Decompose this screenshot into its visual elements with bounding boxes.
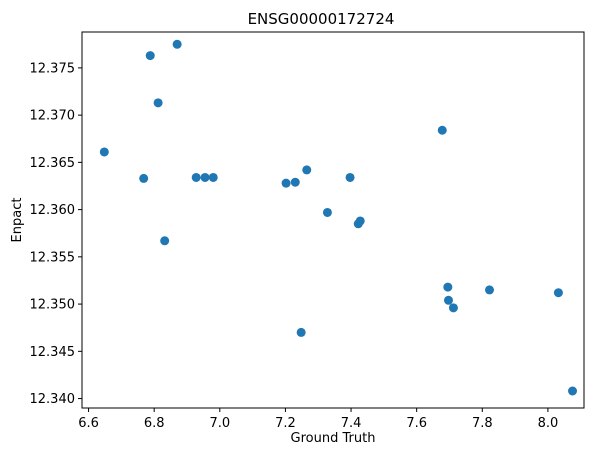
data-point xyxy=(485,285,495,295)
x-tick-label: 6.8 xyxy=(144,416,165,431)
data-point xyxy=(437,125,447,135)
data-point xyxy=(296,327,306,337)
x-axis-label: Ground Truth xyxy=(291,431,376,446)
axes-frame xyxy=(81,31,585,409)
data-point xyxy=(322,207,332,217)
data-point xyxy=(139,173,149,183)
data-point xyxy=(355,216,365,226)
data-point xyxy=(281,178,291,188)
y-axis: 12.340 12.345 12.350 12.355 12.360 12.365 12.3… xyxy=(30,61,82,407)
x-tick-label: 7.2 xyxy=(275,416,296,431)
data-point xyxy=(99,147,109,157)
data-point xyxy=(568,386,578,396)
data-point xyxy=(208,172,218,182)
y-tick-label: 12.365 xyxy=(30,156,76,171)
y-tick-label: 12.375 xyxy=(30,61,76,76)
x-axis: 6.6 6.8 7.0 7.2 7.4 7.6 7.8 8.0 xyxy=(78,408,558,431)
y-tick-label: 12.345 xyxy=(30,345,76,360)
x-tick-label: 7.0 xyxy=(209,416,230,431)
data-point xyxy=(345,172,355,182)
data-point xyxy=(172,39,182,49)
y-tick-label: 12.355 xyxy=(30,250,76,265)
data-point xyxy=(443,295,453,305)
x-tick-label: 7.4 xyxy=(341,416,362,431)
x-tick-label: 7.8 xyxy=(472,416,493,431)
data-point xyxy=(160,236,170,246)
x-tick-label: 8.0 xyxy=(538,416,559,431)
data-point xyxy=(200,172,210,182)
y-tick-label: 12.370 xyxy=(30,109,76,124)
x-tick-label: 6.6 xyxy=(78,416,99,431)
y-tick-label: 12.340 xyxy=(30,392,76,407)
data-point xyxy=(153,98,163,108)
data-point xyxy=(191,172,201,182)
plot-area xyxy=(99,39,578,396)
data-point xyxy=(443,282,453,292)
x-tick-label: 7.6 xyxy=(406,416,427,431)
data-point xyxy=(302,165,312,175)
data-point xyxy=(448,303,458,313)
data-point xyxy=(290,177,300,187)
chart-title: ENSG00000172724 xyxy=(248,10,395,28)
data-point xyxy=(145,51,155,61)
y-tick-label: 12.350 xyxy=(30,298,76,313)
data-point xyxy=(553,288,563,298)
y-axis-label: Enpact xyxy=(10,198,25,243)
y-tick-label: 12.360 xyxy=(30,203,76,218)
